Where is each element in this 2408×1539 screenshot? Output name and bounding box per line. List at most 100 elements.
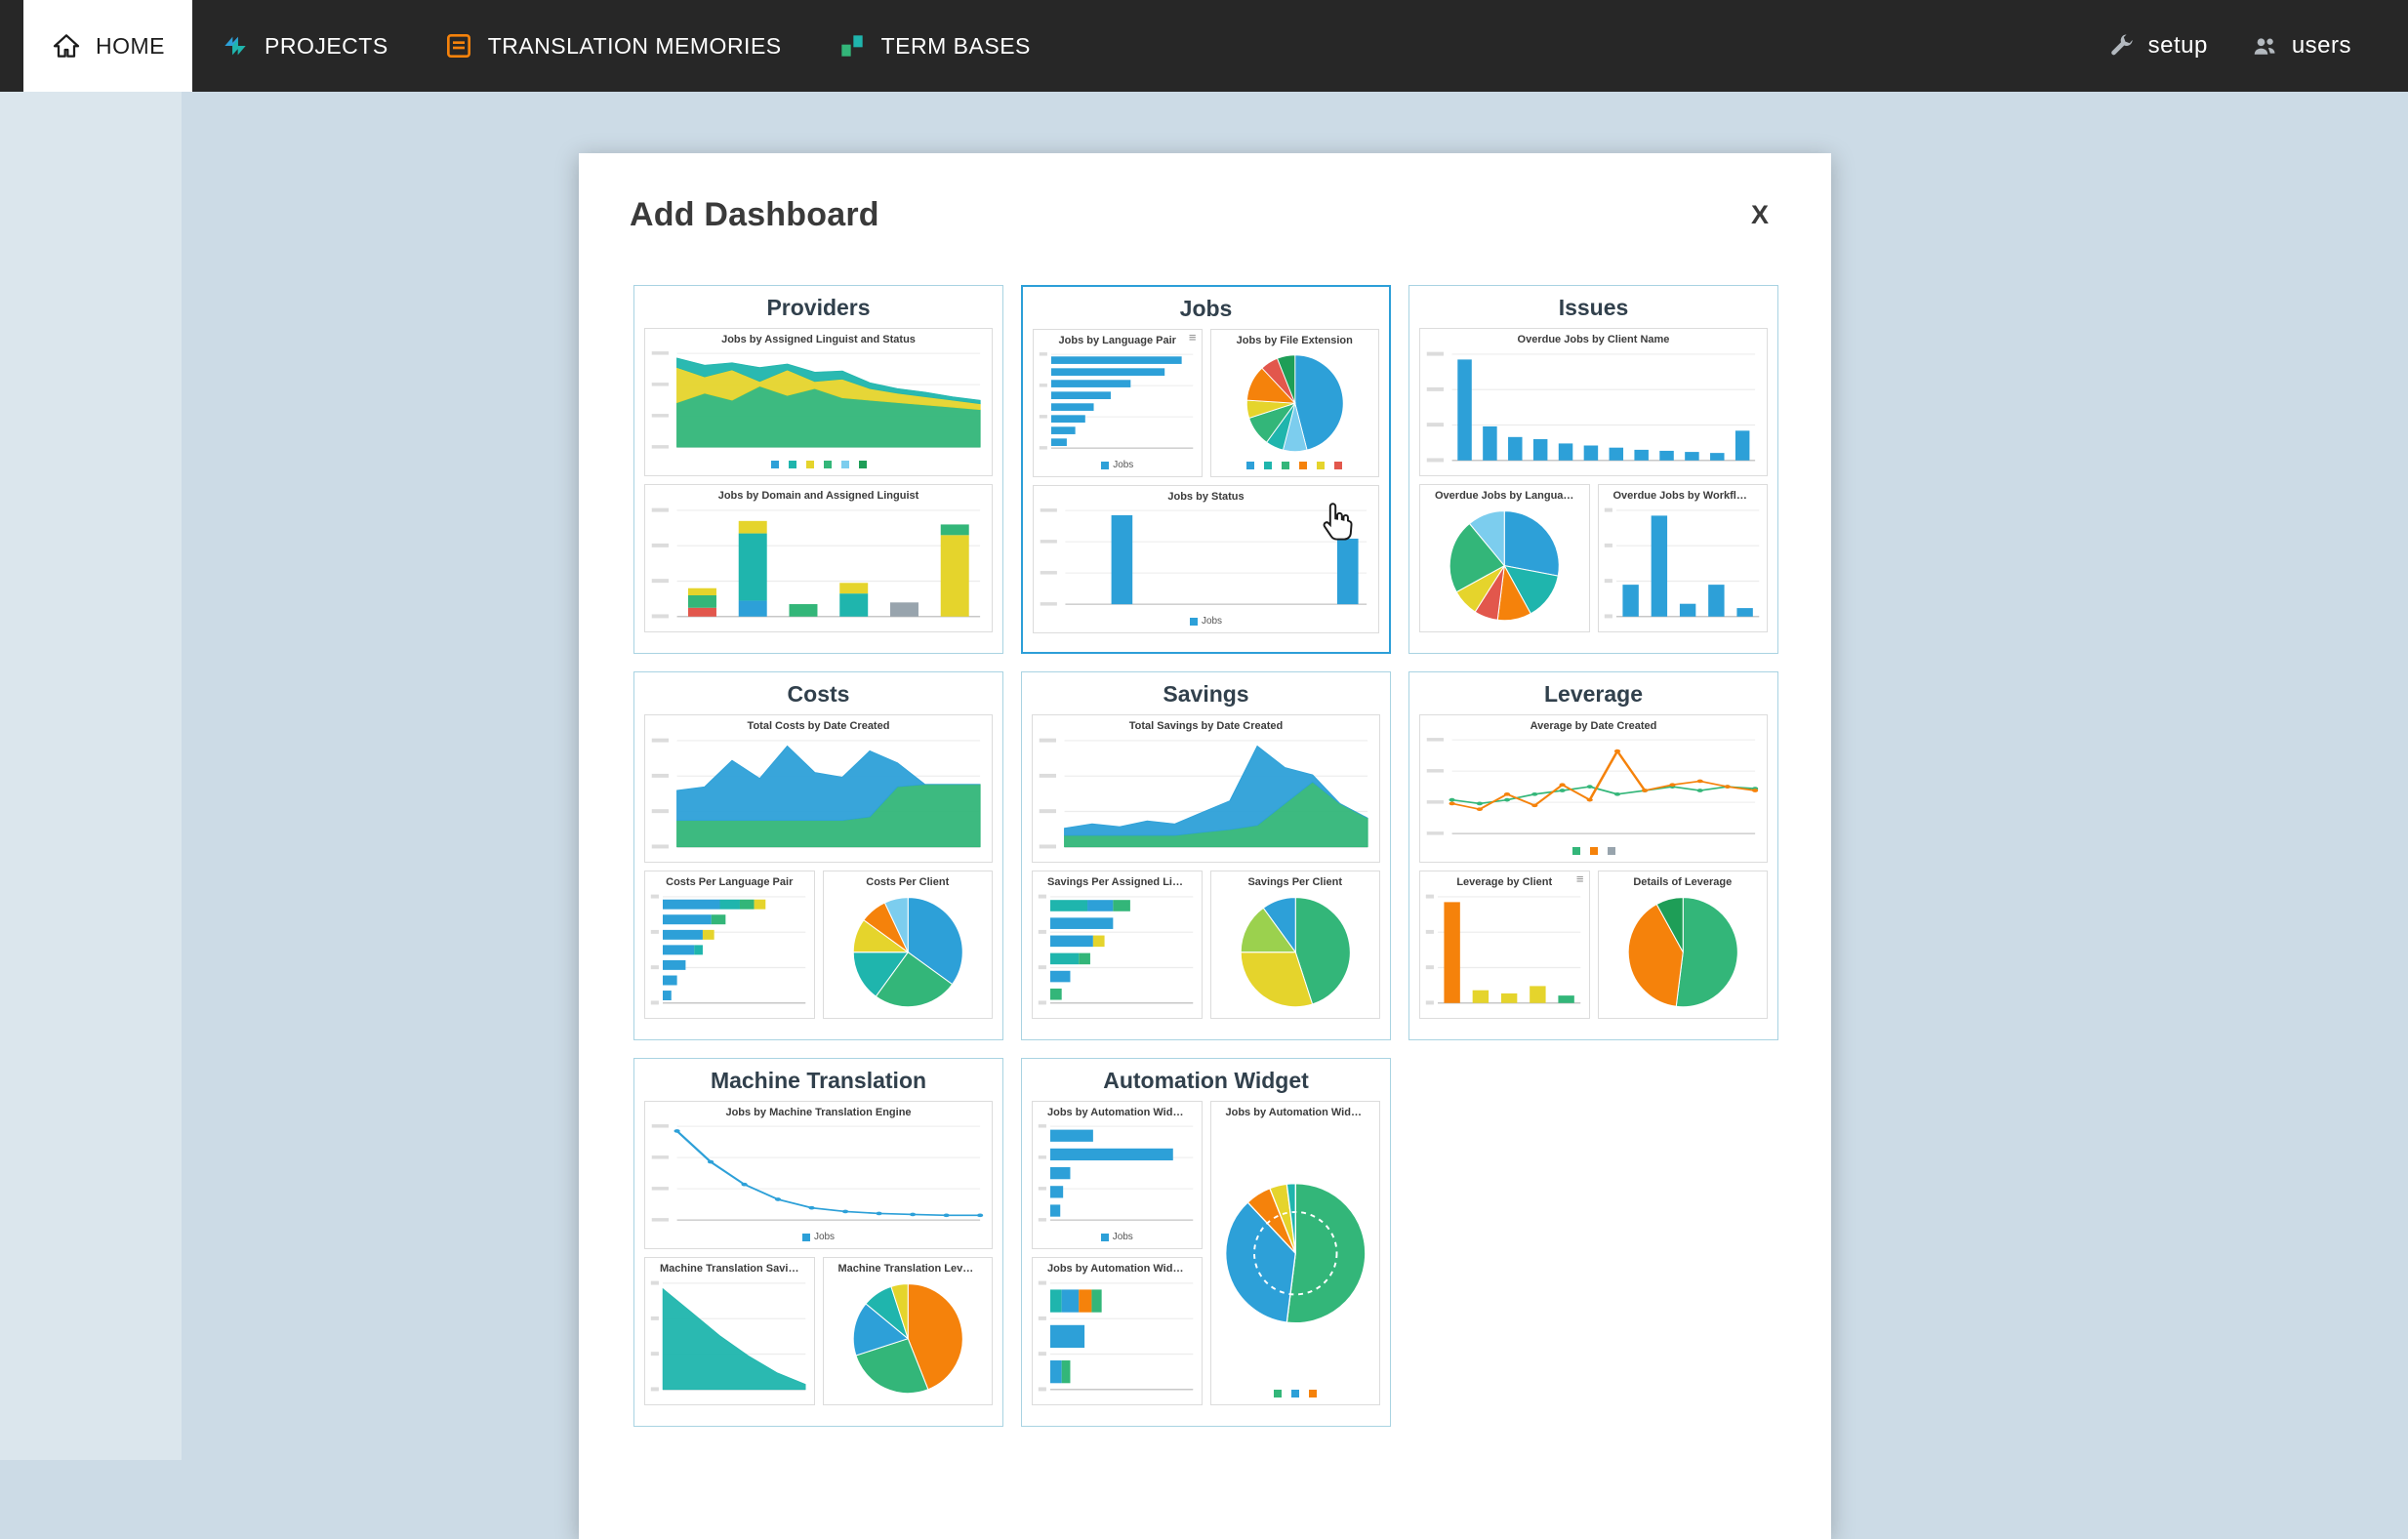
legend-swatch — [1189, 617, 1198, 626]
bars-v-thumbnail — [1425, 347, 1762, 471]
legend-swatch — [840, 460, 849, 468]
pie-thumbnail — [829, 890, 988, 1014]
dashboard-card-issues[interactable]: Issues Overdue Jobs by Client Name Overdue… — [1408, 285, 1778, 654]
modal-header: Add Dashboard X — [579, 153, 1831, 234]
legend-swatch — [801, 1233, 810, 1241]
chart-panel: Jobs by File Extension — [1209, 328, 1379, 477]
bars-h-thumbnail — [1038, 1276, 1197, 1400]
card-panel-grid: Average by Date Created ≡ Leverage by Clie… — [1409, 710, 1777, 1029]
nav-item-home[interactable]: HOME — [23, 0, 192, 92]
chart-panel: Jobs by Status Jobs — [1033, 484, 1379, 633]
legend-swatch — [1282, 461, 1290, 469]
panel-title: Machine Translation Leverage — [837, 1262, 988, 1275]
chart-legend — [1216, 1387, 1375, 1401]
nav-item-translation-memories[interactable]: TRANSLATION MEMORIES — [416, 0, 809, 92]
legend-entry — [1282, 461, 1290, 469]
bars-h-thumbnail — [1038, 890, 1197, 1014]
legend-swatch — [1101, 461, 1110, 469]
panel-title: Total Savings by Date Created — [1128, 719, 1284, 732]
panel-title: Overdue Jobs by Client Name — [1517, 333, 1670, 345]
chart-legend — [1425, 844, 1762, 859]
translation-memories-icon — [443, 30, 474, 61]
panel-menu-icon[interactable]: ≡ — [1188, 329, 1197, 344]
legend-swatch — [1273, 1389, 1282, 1397]
nav-right: setup users — [2090, 0, 2408, 92]
chart-panel: Jobs by Machine Translation Engine Jobs — [644, 1100, 993, 1249]
pie-thumbnail — [1216, 890, 1375, 1014]
panel-title: Jobs by Language Pair — [1058, 334, 1176, 346]
chart-panel: Savings Per Client — [1209, 870, 1380, 1019]
top-navigation-bar: HOME PROJECTS TRANSLATION MEMORIES TERM BAS… — [0, 0, 2408, 92]
nav-item-projects[interactable]: PROJECTS — [192, 0, 416, 92]
dashboard-card-costs[interactable]: Costs Total Costs by Date Created Costs Pe… — [633, 671, 1003, 1040]
panel-title: Jobs by Machine Translation Engine — [725, 1106, 912, 1118]
term-bases-icon — [837, 30, 868, 61]
legend-entry — [805, 460, 814, 468]
legend-entry: Jobs — [1101, 459, 1134, 470]
legend-entry — [1264, 461, 1273, 469]
legend-entry — [1308, 1389, 1317, 1397]
legend-swatch — [1607, 846, 1615, 855]
legend-label: Jobs — [813, 1231, 836, 1242]
card-title: Issues — [1558, 295, 1629, 320]
panel-title: Jobs by Status — [1167, 490, 1245, 503]
card-title: Leverage — [1543, 681, 1643, 707]
area-thumbnail — [650, 734, 987, 858]
card-title: Costs — [787, 681, 850, 707]
nav-item-users[interactable]: users — [2233, 32, 2369, 60]
chart-panel: Details of Leverage — [1597, 870, 1768, 1019]
chart-panel: Average by Date Created — [1419, 713, 1768, 863]
legend-swatch — [1100, 1233, 1109, 1241]
legend-swatch — [1334, 461, 1343, 469]
chart-panel: Overdue Jobs by Client Name — [1419, 327, 1768, 476]
panel-title: Jobs by Automation Widget, Status — [1225, 1106, 1375, 1118]
home-icon — [51, 30, 82, 61]
bars-v-thumbnail — [1604, 504, 1763, 628]
chart-panel: Jobs by Assigned Linguist and Status — [644, 327, 993, 476]
legend-label: Jobs — [1113, 459, 1134, 470]
bars-v-thumbnail — [1039, 505, 1373, 614]
legend-swatch — [1246, 461, 1255, 469]
panel-title: Average by Date Created — [1530, 719, 1657, 732]
nav-item-label: setup — [2147, 32, 2208, 59]
dashboard-card-machine-translation[interactable]: Machine Translation Jobs by Machine Trans… — [633, 1058, 1003, 1427]
nav-item-label: TERM BASES — [880, 32, 1031, 59]
nav-item-term-bases[interactable]: TERM BASES — [809, 0, 1058, 92]
chart-legend — [1216, 459, 1374, 473]
legend-entry: Jobs — [1100, 1232, 1133, 1242]
chart-legend: Jobs — [1038, 1231, 1197, 1245]
legend-swatch — [823, 460, 832, 468]
pie-thumbnail — [1604, 890, 1763, 1014]
left-background-strip — [0, 92, 182, 1460]
legend-swatch — [805, 460, 814, 468]
dashboard-card-automation-widget[interactable]: Automation Widget Jobs by Automation Widg… — [1021, 1058, 1391, 1427]
dashboard-card-savings[interactable]: Savings Total Savings by Date Created Savi… — [1021, 671, 1391, 1040]
legend-entry: Jobs — [801, 1231, 836, 1242]
legend-swatch — [1264, 461, 1273, 469]
card-title: Jobs — [1179, 296, 1233, 321]
legend-label: Jobs — [1201, 615, 1223, 627]
panel-title: Savings Per Client — [1247, 875, 1343, 888]
chart-panel: ≡ Leverage by Client — [1419, 870, 1590, 1019]
panel-title: Total Costs by Date Created — [747, 719, 890, 732]
legend-swatch — [1290, 1389, 1299, 1397]
dashboard-card-leverage[interactable]: Leverage Average by Date Created ≡ Leverage… — [1408, 671, 1778, 1040]
area-thumbnail — [1038, 734, 1374, 858]
area-thumbnail — [650, 1276, 809, 1400]
users-icon — [2251, 32, 2278, 60]
panel-menu-icon[interactable]: ≡ — [1575, 871, 1584, 886]
chart-panel: Costs Per Client — [822, 870, 993, 1019]
legend-swatch — [770, 460, 779, 468]
pie-thumbnail — [1425, 504, 1584, 628]
close-icon[interactable]: X — [1750, 200, 1769, 229]
panel-title: Jobs by Automation Widget — [1047, 1106, 1189, 1118]
nav-item-setup[interactable]: setup — [2090, 32, 2225, 60]
bars-h-thumbnail — [650, 890, 809, 1014]
dashboard-card-jobs[interactable]: Jobs ≡ Jobs by Language Pair Jobs Jobs by Fi… — [1021, 285, 1391, 654]
legend-swatch — [1299, 461, 1308, 469]
area-thumbnail — [650, 347, 987, 457]
card-title: Automation Widget — [1103, 1068, 1309, 1093]
chart-panel: ≡ Jobs by Language Pair Jobs — [1033, 328, 1203, 477]
dashboard-card-providers[interactable]: Providers Jobs by Assigned Linguist and S… — [633, 285, 1003, 654]
legend-entry: Jobs — [1189, 615, 1223, 627]
